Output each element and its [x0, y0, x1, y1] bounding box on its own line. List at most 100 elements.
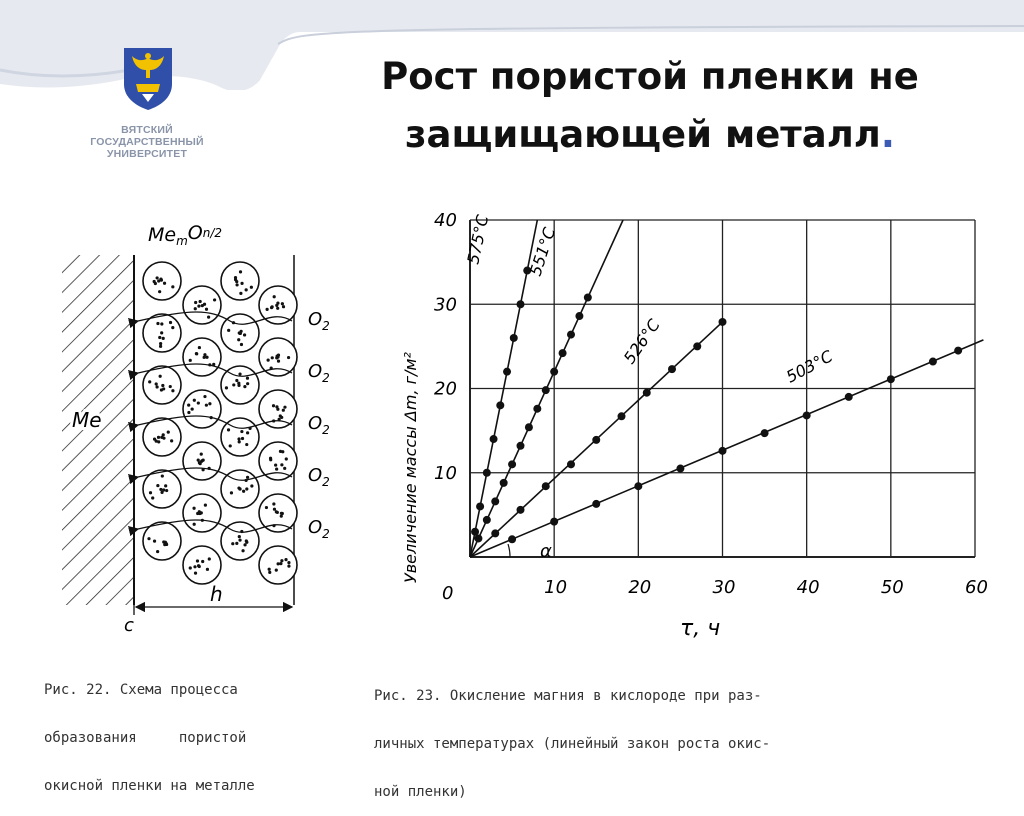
o2-labels: O2 O2 O2 O2 O2: [308, 309, 330, 541]
oxide-particle: [258, 441, 298, 481]
data-point: [499, 478, 508, 487]
data-point: [550, 367, 559, 376]
x-axis-label: τ, ч: [680, 616, 720, 641]
slide-title-line-2: защищающей металл.: [300, 106, 1000, 164]
h-label: h: [210, 582, 223, 606]
caption-line: образования пористой: [44, 730, 247, 746]
data-point: [718, 317, 727, 326]
figure-22-caption: Рис. 22. Схема процесса образования пори…: [44, 650, 344, 810]
series-551°C: 551°C: [469, 219, 624, 558]
y-tick-label: 30: [434, 294, 457, 315]
chart-tick-labels: 10 20 30 40 50 60 10 20 30 40: [434, 210, 988, 598]
oxide-particle: [258, 545, 298, 585]
data-point: [567, 460, 575, 469]
university-name-line: ВЯТСКИЙ: [121, 124, 173, 136]
data-point: [617, 412, 626, 421]
o2-label: O2: [308, 517, 330, 541]
y-tick-label: 20: [434, 379, 457, 400]
series-label: 575°C: [463, 212, 492, 265]
x-tick-label: 30: [713, 577, 736, 598]
oxygen-flow-line: [127, 415, 293, 433]
oxide-particle: [258, 389, 298, 429]
data-point: [509, 333, 518, 342]
data-point: [760, 429, 769, 438]
data-point: [491, 529, 500, 538]
data-point: [496, 401, 505, 410]
data-point: [476, 502, 485, 511]
slide-title: Рост пористой пленки не защищающей метал…: [300, 48, 1000, 164]
caption-line: Рис. 22. Схема процесса: [44, 682, 238, 698]
data-point: [482, 515, 491, 524]
oxygen-flow-line: [127, 311, 293, 329]
data-point: [516, 441, 525, 450]
data-point: [693, 342, 702, 351]
university-logo: ВЯТСКИЙ ГОСУДАРСТВЕННЫЙ УНИВЕРСИТЕТ: [82, 44, 212, 174]
university-name: ВЯТСКИЙ ГОСУДАРСТВЕННЫЙ УНИВЕРСИТЕТ: [82, 124, 212, 160]
top-formula-label: MemOn/2: [148, 222, 222, 248]
data-point: [533, 404, 542, 413]
o2-label: O2: [308, 465, 330, 489]
o2-label: O2: [308, 309, 330, 333]
data-point: [592, 435, 601, 444]
oxide-particle: [142, 521, 182, 561]
oxide-particle: [142, 417, 182, 457]
origin-label: 0: [442, 583, 453, 604]
oxide-particle: [142, 313, 182, 353]
oxide-particle: [258, 337, 298, 377]
oxide-particle: [182, 389, 222, 429]
metal-hatching: [62, 255, 134, 605]
alpha-label: α: [540, 541, 552, 562]
data-point: [516, 300, 525, 309]
oxide-particle: [182, 545, 222, 585]
x-tick-label: 20: [628, 577, 651, 598]
oxygen-flow-line: [127, 363, 293, 381]
me-label: Me: [72, 408, 102, 432]
o2-label: O2: [308, 413, 330, 437]
oxide-particle: [182, 285, 222, 325]
oxygen-flow-line: [127, 519, 293, 537]
data-point: [642, 388, 651, 397]
data-point: [541, 482, 550, 491]
caption-line: ной пленки): [374, 784, 467, 800]
data-point: [583, 293, 592, 302]
oxide-particle: [182, 441, 222, 481]
data-point: [491, 497, 500, 506]
data-point: [567, 330, 575, 339]
series-575°C: 575°C: [463, 212, 539, 558]
data-point: [954, 346, 963, 355]
c-label: c: [124, 615, 134, 636]
data-point: [928, 357, 937, 366]
y-tick-label: 10: [434, 463, 457, 484]
data-point: [844, 392, 853, 401]
data-point: [508, 535, 517, 544]
x-tick-label: 40: [797, 577, 820, 598]
series-label: 503°C: [783, 346, 837, 387]
slide-title-text: защищающей металл: [405, 113, 881, 156]
x-tick-label: 10: [544, 577, 567, 598]
oxide-particle: [182, 493, 222, 533]
data-point: [503, 367, 512, 376]
series-526°C: 526°C: [469, 315, 727, 558]
chart-grid: [469, 219, 976, 558]
caption-line: окисной пленки на металле: [44, 778, 255, 794]
figure-23-caption: Рис. 23. Окисление магния в кислороде пр…: [374, 656, 994, 816]
data-point: [550, 517, 559, 526]
chart-axes: [507, 543, 511, 558]
oxide-particle: [220, 261, 260, 301]
data-point: [676, 464, 685, 473]
alpha-arc: [507, 543, 511, 558]
data-point: [523, 266, 532, 275]
series-line: [469, 219, 539, 558]
caption-line: Рис. 23. Окисление магния в кислороде пр…: [374, 688, 762, 704]
data-point: [541, 386, 550, 395]
o2-label: O2: [308, 361, 330, 385]
oxide-particle: [142, 261, 182, 301]
oxygen-flow-lines: [127, 311, 293, 537]
data-point: [516, 505, 525, 514]
data-point: [482, 468, 491, 477]
series-503°C: 503°C: [469, 339, 984, 558]
data-point: [524, 423, 533, 432]
data-point: [508, 460, 517, 469]
